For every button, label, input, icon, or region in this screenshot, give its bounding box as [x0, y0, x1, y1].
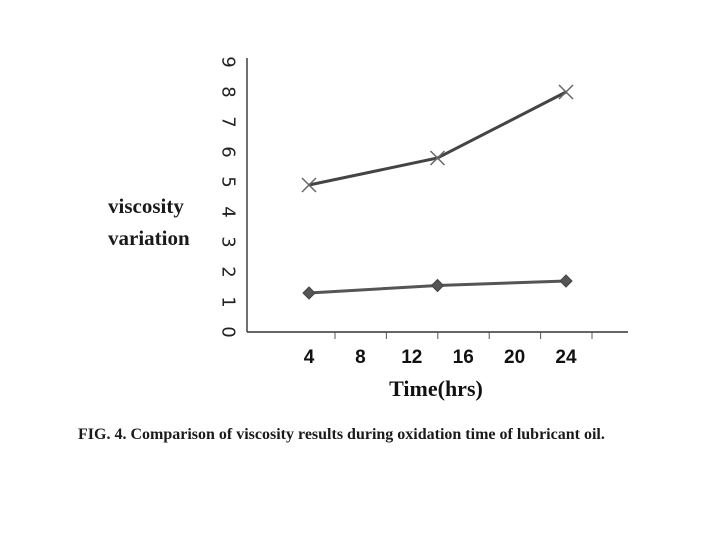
data-point-marker [558, 84, 574, 100]
x-tick-label: 20 [504, 347, 525, 368]
y-tick-label: 9 [218, 56, 239, 67]
y-tick-label: 7 [218, 116, 239, 127]
y-tick-label: 1 [218, 296, 239, 307]
y-tick-label: 5 [218, 176, 239, 187]
y-tick-label: 2 [218, 266, 239, 277]
data-point-marker [559, 274, 573, 288]
y-tick-label: 0 [218, 326, 239, 337]
y-axis-label-line-2: variation [108, 226, 190, 250]
y-tick-label: 3 [218, 236, 239, 247]
x-tick-label: 24 [555, 347, 577, 368]
figure-caption: FIG. 4. Comparison of viscosity results … [78, 426, 605, 443]
data-point-marker [301, 177, 317, 193]
y-axis-label-line-1: viscosity [108, 194, 184, 218]
x-tick-label: 16 [453, 347, 474, 368]
data-point-marker [302, 286, 316, 300]
y-tick-label: 8 [218, 86, 239, 97]
x-tick-label: 12 [401, 347, 422, 368]
y-tick-label: 4 [218, 206, 239, 217]
series-line-1 [308, 90, 567, 187]
x-tick-label: 4 [304, 347, 315, 368]
data-point-marker [429, 150, 446, 166]
y-tick-label: 6 [218, 146, 239, 157]
series-lines [301, 84, 574, 300]
x-axis-label: Time(hrs) [389, 376, 483, 401]
y-axis-label: viscosity variation [108, 190, 208, 254]
data-point-marker [430, 278, 445, 293]
x-tick-label: 8 [355, 347, 366, 368]
